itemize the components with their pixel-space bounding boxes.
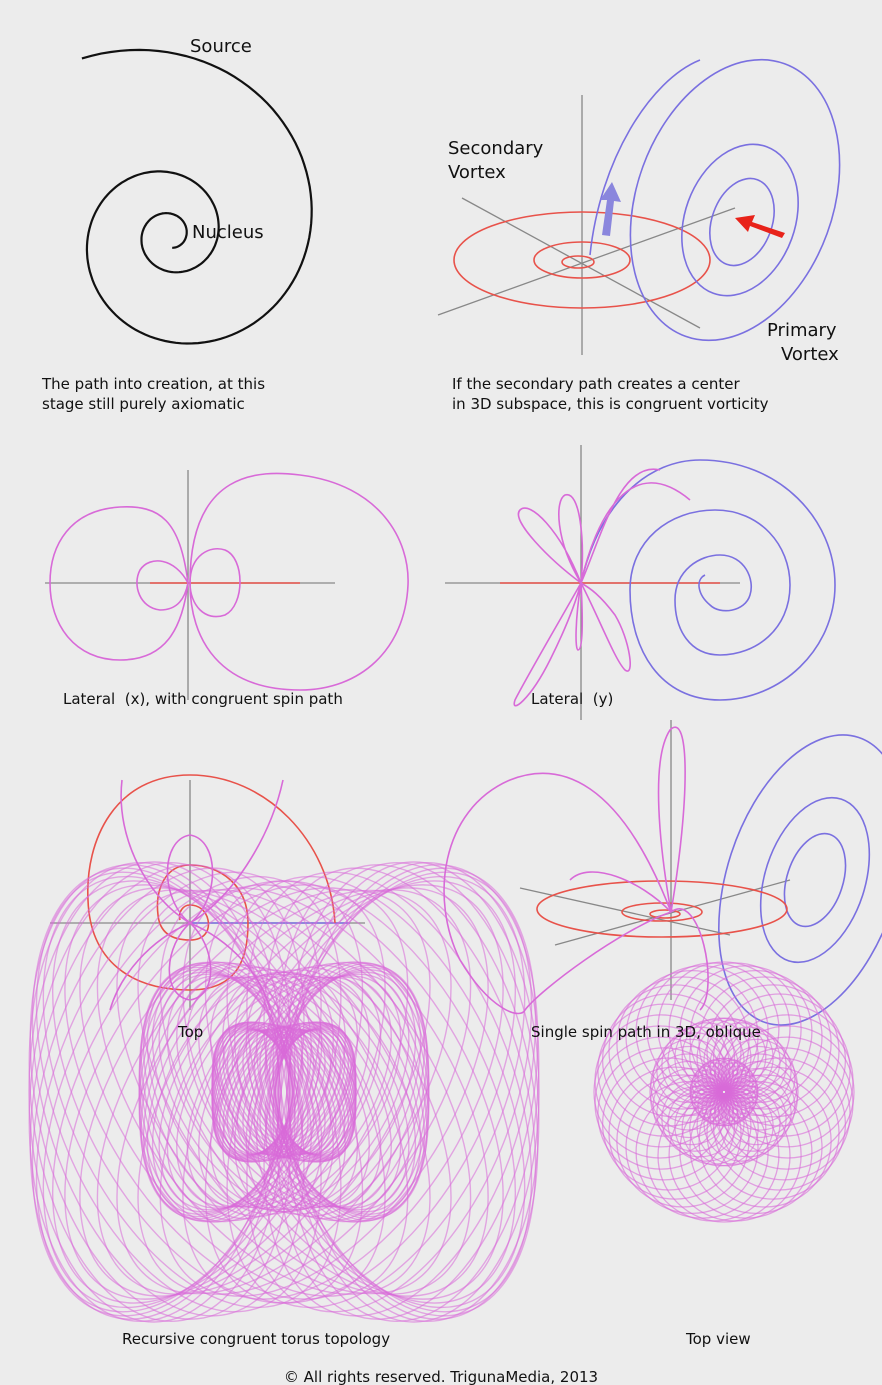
torus-ring (226, 1029, 332, 1155)
ring (720, 1069, 759, 1107)
spiral (81, 48, 313, 345)
torus-ring (285, 862, 540, 1322)
caption: Recursive congruent torus topology (122, 1330, 390, 1348)
blue-disc (718, 734, 882, 1026)
lateral-x (45, 470, 409, 700)
red-arrow (735, 215, 785, 238)
spin-path (443, 726, 709, 1015)
torus-ring (236, 1029, 342, 1155)
caption: If the secondary path creates a center (452, 375, 740, 393)
ring (719, 1081, 757, 1119)
ring (616, 1074, 750, 1208)
ring (703, 1022, 781, 1100)
ring (703, 1084, 781, 1162)
red-orbit (649, 909, 681, 919)
ring (698, 976, 832, 1110)
torus-ring (253, 1026, 352, 1158)
label: Nucleus (192, 222, 264, 243)
ring (719, 1065, 757, 1103)
torus-ring (29, 864, 292, 1320)
label: Vortex (448, 162, 506, 183)
red-orbit (561, 255, 595, 269)
label: Vortex (781, 344, 839, 365)
oblique (443, 720, 882, 1026)
torus-ring (28, 862, 283, 1322)
caption: The path into creation, at this (41, 375, 265, 393)
caption: Lateral (y) (531, 690, 613, 708)
torus-ring (222, 1028, 326, 1156)
torus-ring (116, 889, 452, 1295)
caption: in 3D subspace, this is congruent vortic… (452, 395, 769, 413)
blue-path (589, 59, 701, 256)
torus-ring (276, 864, 539, 1320)
caption: Single spin path in 3D, oblique (531, 1023, 761, 1041)
ring (709, 1057, 747, 1096)
red-disc (536, 880, 788, 938)
ring (667, 1084, 745, 1162)
ring (697, 1087, 735, 1125)
red-spiral (87, 774, 336, 991)
torus-ring (231, 1029, 337, 1155)
ring (716, 1062, 754, 1100)
torus-ring (158, 973, 346, 1211)
axis (437, 207, 736, 316)
axis (554, 879, 791, 946)
torus-ring (204, 880, 517, 1304)
ring (689, 1069, 728, 1107)
blue-orbit (681, 143, 799, 297)
red-orbit (533, 241, 631, 279)
red-orbit (453, 211, 711, 309)
top-view-rings (593, 961, 855, 1223)
torus-ring (151, 971, 334, 1213)
ring (667, 1022, 745, 1100)
blue-orbit (783, 832, 847, 928)
torus-ring (166, 975, 359, 1209)
caption: stage still purely axiomatic (42, 395, 245, 413)
torus-ring (242, 1028, 346, 1156)
torus-ring (222, 973, 410, 1211)
lateral-y (445, 445, 836, 720)
loop (189, 472, 409, 691)
footer: © All rights reserved. TrigunaMedia, 201… (284, 1368, 598, 1385)
torus-ring (247, 1027, 350, 1157)
blue-orbit (759, 796, 871, 964)
torus (28, 861, 540, 1323)
spiral (580, 459, 836, 701)
axis (519, 887, 731, 936)
torus-ring (116, 889, 452, 1295)
label: Secondary (448, 138, 544, 159)
torus-ring (234, 971, 417, 1213)
torus-ring (234, 971, 417, 1213)
ring (691, 1065, 729, 1103)
lobes (136, 548, 241, 618)
torus-ring (274, 1021, 357, 1163)
label: Primary (767, 320, 837, 341)
blue-arrow (600, 182, 621, 236)
blue-orbit (629, 58, 841, 342)
spiral-path (81, 48, 313, 345)
vortex-3d (437, 58, 841, 355)
ring (713, 1059, 751, 1097)
label: Source (190, 36, 252, 57)
caption: Lateral (x), with congruent spin path (63, 690, 343, 708)
caption: Top (177, 1023, 203, 1041)
torus-ring (276, 961, 430, 1223)
torus-ring (138, 961, 292, 1223)
artwork (28, 48, 882, 1323)
ring (679, 965, 813, 1099)
loop (49, 506, 189, 661)
torus-ring (204, 880, 517, 1304)
torus-ring (51, 880, 364, 1304)
petals (513, 468, 691, 707)
torus-ring (51, 880, 364, 1304)
caption: Top view (685, 1330, 751, 1348)
lobes (109, 779, 284, 1011)
torus-ring (151, 971, 334, 1213)
torus-ring (186, 976, 382, 1208)
torus-ring (209, 975, 402, 1209)
torus-ring (159, 887, 489, 1297)
